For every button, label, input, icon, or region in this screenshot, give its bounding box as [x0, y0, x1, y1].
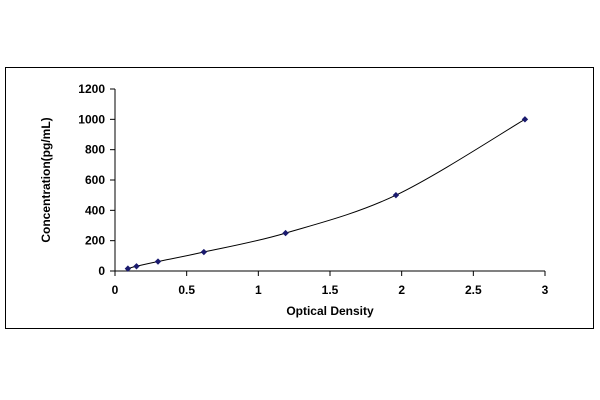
data-point-marker — [124, 265, 132, 272]
x-tick-label: 1.5 — [322, 283, 339, 297]
y-tick-label: 800 — [85, 143, 105, 157]
data-point-marker — [154, 258, 162, 265]
y-axis-title: Concentration(pg/mL) — [39, 117, 53, 242]
x-axis-title: Optical Density — [286, 304, 374, 318]
y-tick-label: 1200 — [78, 82, 105, 96]
x-tick-label: 0.5 — [178, 283, 195, 297]
x-tick-label: 1 — [255, 283, 262, 297]
trendline-curve — [127, 118, 526, 270]
data-point-marker — [200, 248, 208, 256]
y-tick-label: 0 — [98, 264, 105, 278]
x-tick-label: 2 — [398, 283, 405, 297]
x-tick-label: 2.5 — [465, 283, 482, 297]
y-tick-label: 600 — [85, 173, 105, 187]
chart-frame — [5, 67, 594, 329]
y-tick-label: 400 — [85, 203, 105, 217]
y-axis-ticks: 0 200 400 600 800 1000 1200 — [78, 82, 115, 278]
data-points — [124, 116, 529, 272]
x-axis-ticks: 0 0.5 1 1.5 2 2.5 3 — [112, 271, 549, 297]
plot-area: 0 200 400 600 800 1000 1200 0 0.5 1 1.5 2 2.5 3 — [78, 82, 548, 297]
x-tick-label: 3 — [542, 283, 549, 297]
data-point-marker — [392, 191, 400, 199]
y-tick-label: 200 — [85, 234, 105, 248]
data-point-marker — [133, 263, 140, 270]
y-tick-label: 1000 — [78, 112, 105, 126]
data-point-marker — [282, 229, 289, 237]
x-tick-label: 0 — [112, 283, 119, 297]
data-point-marker — [521, 116, 529, 123]
